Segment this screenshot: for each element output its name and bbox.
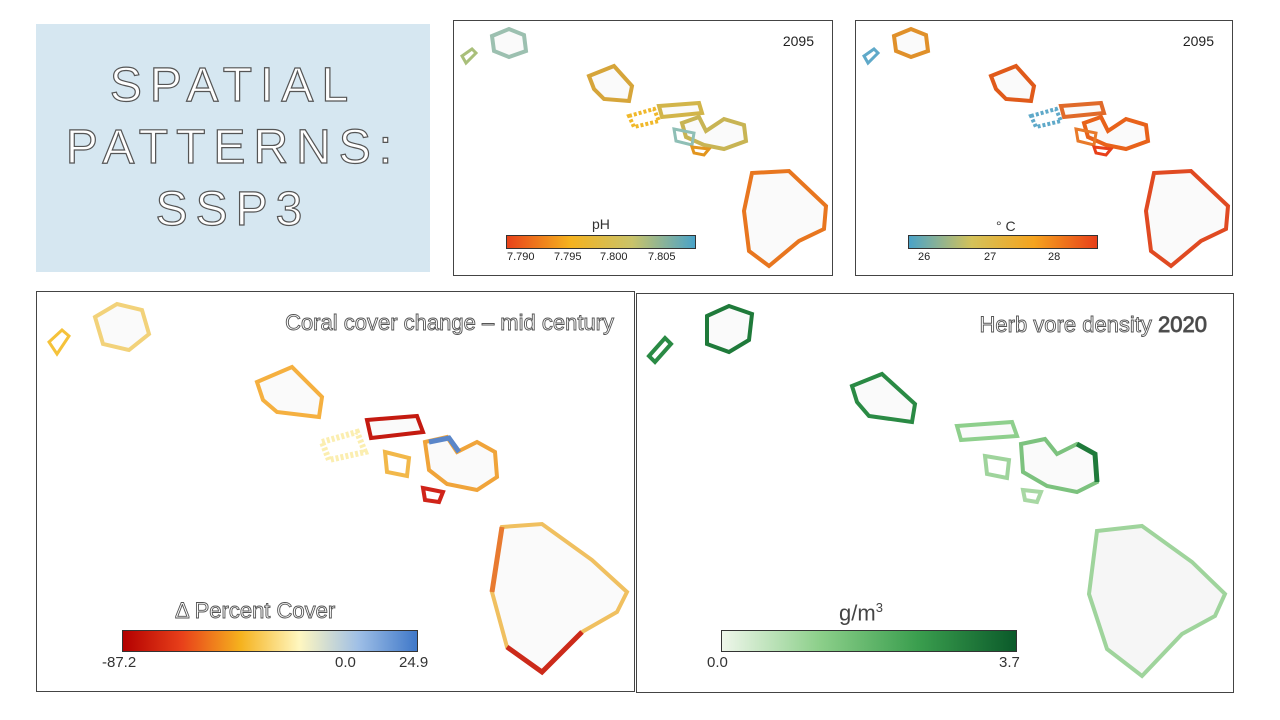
island-molokai xyxy=(364,413,426,441)
reef-penguin-bank xyxy=(318,428,370,464)
maui-north-shore xyxy=(428,435,462,454)
temperature-tick-2: 27 xyxy=(984,251,997,263)
herbivore-density-map-panel: Herb vore density 2020 g/m3 0.0 3.7 xyxy=(636,293,1234,693)
island-kauai xyxy=(92,301,152,353)
hawaii-west-coast xyxy=(489,526,505,593)
island-niihau xyxy=(460,47,479,66)
coral-colorbar-label: Δ Percent Cover xyxy=(175,598,336,624)
temperature-map xyxy=(862,26,1231,269)
slide-title-line-1: SPATIAL xyxy=(109,58,357,112)
island-lanai xyxy=(382,449,412,479)
island-hawaii xyxy=(741,168,829,269)
island-kahoolawe xyxy=(420,485,446,505)
herbivore-colorbar-unit: g/m xyxy=(839,600,876,626)
herbivore-colorbar xyxy=(721,630,1017,652)
island-lanai xyxy=(1074,127,1098,147)
temperature-map-panel: 2095 ° C 26 27 28 xyxy=(855,20,1233,276)
ph-tick-1: 7.790 xyxy=(507,251,535,263)
island-hawaii xyxy=(489,521,630,675)
island-kahoolawe xyxy=(1091,145,1114,157)
herbivore-tick-2: 3.7 xyxy=(999,654,1020,671)
herbivore-title-year: 2020 xyxy=(1158,312,1208,338)
slide-title-box: SPATIAL PATTERNS: SSP3 xyxy=(36,24,430,272)
island-lanai xyxy=(982,453,1012,481)
island-lanai xyxy=(672,127,696,147)
temperature-tick-3: 28 xyxy=(1048,251,1061,263)
ph-tick-4: 7.805 xyxy=(648,251,676,263)
temperature-year-label: 2095 xyxy=(1182,33,1214,49)
ph-year-label: 2095 xyxy=(782,33,814,49)
maui-east-shore xyxy=(1075,441,1100,483)
island-kauai xyxy=(489,26,529,60)
island-oahu xyxy=(254,364,325,420)
island-niihau xyxy=(862,47,881,66)
island-niihau xyxy=(646,335,674,365)
temperature-colorbar-label: ° C xyxy=(996,218,1016,234)
coral-cover-map-panel: Coral cover change – mid century Δ Perce… xyxy=(36,291,635,692)
herbivore-density-map xyxy=(646,303,1228,679)
island-kauai xyxy=(891,26,931,60)
reef-penguin-bank xyxy=(626,106,662,130)
slide-title-line-3: SSP3 xyxy=(155,182,311,236)
ph-map xyxy=(460,26,829,269)
island-maui xyxy=(679,114,749,152)
island-molokai xyxy=(954,419,1020,443)
reef-penguin-bank xyxy=(1028,106,1064,130)
island-maui xyxy=(422,434,500,493)
island-molokai xyxy=(1058,100,1107,120)
island-oahu xyxy=(849,371,918,425)
island-molokai xyxy=(656,100,705,120)
ph-tick-2: 7.795 xyxy=(554,251,582,263)
slide-title: SPATIAL PATTERNS: SSP3 xyxy=(65,55,401,241)
ph-colorbar-label: pH xyxy=(592,216,610,232)
temperature-colorbar xyxy=(908,235,1098,249)
island-oahu xyxy=(586,63,635,104)
coral-colorbar xyxy=(122,630,418,652)
coral-tick-2: 0.0 xyxy=(335,654,356,671)
hawaii-south-coast xyxy=(505,630,584,676)
island-hawaii xyxy=(1086,523,1228,679)
island-oahu xyxy=(988,63,1037,104)
coral-tick-1: -87.2 xyxy=(102,654,137,671)
ph-colorbar xyxy=(506,235,696,249)
slide-title-line-2: PATTERNS: xyxy=(65,120,401,174)
coral-cover-title: Coral cover change – mid century xyxy=(285,310,615,336)
herbivore-title: Herb vore density 2020 xyxy=(979,312,1208,338)
island-kahoolawe xyxy=(689,145,712,157)
island-kauai xyxy=(705,303,755,355)
island-hawaii xyxy=(1143,168,1231,269)
island-niihau xyxy=(47,327,71,357)
island-maui xyxy=(1081,114,1151,152)
island-kahoolawe xyxy=(1020,487,1044,505)
coral-cover-map xyxy=(47,301,630,676)
ph-map-panel: 2095 pH 7.790 7.795 7.800 7.805 xyxy=(453,20,833,276)
herbivore-tick-1: 0.0 xyxy=(707,654,728,671)
herbivore-title-main: Herb vore density xyxy=(979,312,1152,338)
coral-tick-3: 24.9 xyxy=(399,654,429,671)
herbivore-colorbar-label: g/m3 xyxy=(839,600,883,626)
ph-tick-3: 7.800 xyxy=(600,251,628,263)
temperature-tick-1: 26 xyxy=(918,251,931,263)
herbivore-colorbar-unit-exponent: 3 xyxy=(875,600,883,615)
